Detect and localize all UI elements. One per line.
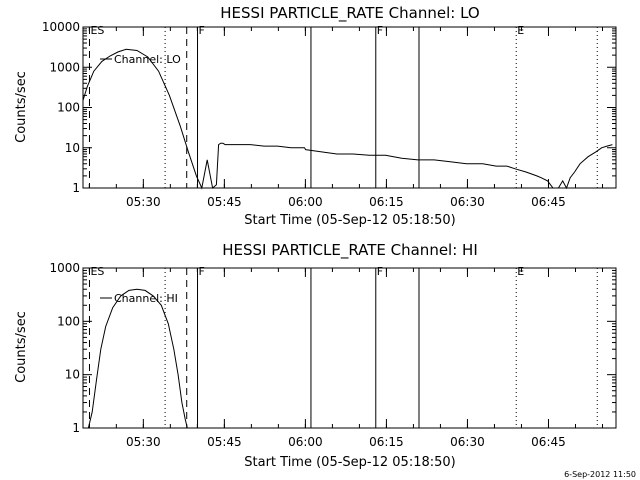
panel-hi-ytick-label: 10 xyxy=(65,368,80,382)
panel-hi-legend-label: Channel: HI xyxy=(114,292,178,305)
panel-lo-marker-label: ES xyxy=(90,24,104,37)
panel-lo-legend-label: Channel: LO xyxy=(114,53,181,66)
panel-lo-xlabel: Start Time (05-Sep-12 05:18:50) xyxy=(244,213,455,228)
panel-lo-body: 1 10 100 1000 10000 05:30 05:45 06:00 06:15 06:30… xyxy=(42,20,617,209)
panel-hi-frame xyxy=(82,267,617,429)
panel-hi-xlabel: Start Time (05-Sep-12 05:18:50) xyxy=(244,455,455,470)
timestamp-stamp: 6-Sep-2012 11:50 xyxy=(564,470,636,479)
panel-hi-ytick-label: 1 xyxy=(72,421,80,435)
panel-lo-xtick-label: 06:45 xyxy=(531,195,566,209)
panel-hi-xtick-label: 06:30 xyxy=(450,435,485,449)
panel-lo-xtick-label: 05:30 xyxy=(126,195,161,209)
panel-hi-ytick-label: 1000 xyxy=(49,261,80,275)
panel-lo-marker-label: E xyxy=(517,24,524,37)
panel-lo-title: HESSI PARTICLE_RATE Channel: LO xyxy=(220,4,479,23)
panel-hi-xtick-label: 05:30 xyxy=(126,435,161,449)
panel-hi-marker-label: F xyxy=(377,265,383,278)
panel-lo-xtick-label: 06:15 xyxy=(369,195,404,209)
panel-lo-ytick-label: 1000 xyxy=(49,60,80,74)
panel-lo: HESSI PARTICLE_RATE Channel: LO 1 10 100 10… xyxy=(14,4,617,228)
panel-lo-series-line xyxy=(82,48,613,190)
panel-lo-ytick-label: 1 xyxy=(72,181,80,195)
panel-lo-marker-label: F xyxy=(199,24,205,37)
panel-lo-marker-label: F xyxy=(377,24,383,37)
panel-hi-xtick-label: 06:00 xyxy=(288,435,323,449)
panel-hi-xtick-label: 05:45 xyxy=(207,435,242,449)
panel-lo-xtick-label: 06:30 xyxy=(450,195,485,209)
panel-lo-ytick-label: 100 xyxy=(57,101,80,115)
panel-hi-xtick-label: 06:15 xyxy=(369,435,404,449)
panel-hi-ytick-label: 100 xyxy=(57,314,80,328)
panel-lo-frame xyxy=(82,26,617,189)
panel-hi-marker-label: ES xyxy=(90,265,104,278)
panel-lo-ytick-label: 10 xyxy=(65,141,80,155)
panel-hi-marker-label: F xyxy=(199,265,205,278)
panel-lo-ytick-label: 10000 xyxy=(42,20,80,34)
panel-hi-body: 1 10 100 1000 05:30 05:45 06:00 06:15 06:30 06:45… xyxy=(49,261,617,449)
panel-lo-xtick-label: 05:45 xyxy=(207,195,242,209)
panel-hi-title: HESSI PARTICLE_RATE Channel: HI xyxy=(222,241,478,260)
panel-hi: HESSI PARTICLE_RATE Channel: HI 1 10 100 10… xyxy=(14,241,617,470)
panel-lo-xtick-label: 06:00 xyxy=(288,195,323,209)
panel-hi-marker-label: E xyxy=(517,265,524,278)
panel-lo-ylabel: Counts/sec xyxy=(14,71,29,143)
panel-hi-ylabel: Counts/sec xyxy=(14,311,29,383)
panel-hi-series-line xyxy=(87,288,188,429)
panel-hi-xtick-label: 06:45 xyxy=(531,435,566,449)
